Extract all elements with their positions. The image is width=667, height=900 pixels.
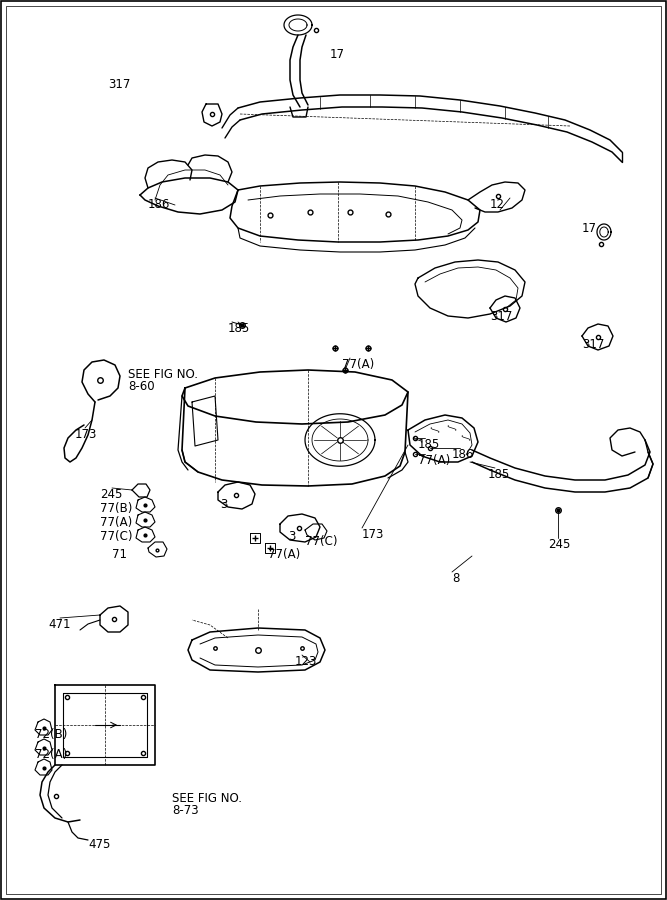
Text: 71: 71 xyxy=(112,548,127,561)
Text: 185: 185 xyxy=(488,468,510,481)
Text: 8-60: 8-60 xyxy=(128,380,155,393)
Text: 8-73: 8-73 xyxy=(172,804,199,817)
Text: 245: 245 xyxy=(100,488,122,501)
Text: 77(A): 77(A) xyxy=(342,358,374,371)
Text: 77(A): 77(A) xyxy=(100,516,132,529)
Text: 3: 3 xyxy=(288,530,295,543)
Text: 475: 475 xyxy=(88,838,110,851)
Text: 72(B): 72(B) xyxy=(35,728,67,741)
Text: SEE FIG NO.: SEE FIG NO. xyxy=(172,792,242,805)
Text: 186: 186 xyxy=(452,448,474,461)
Text: 17: 17 xyxy=(582,222,597,235)
Text: 77(C): 77(C) xyxy=(100,530,133,543)
Text: 185: 185 xyxy=(228,322,250,335)
Text: 72(A): 72(A) xyxy=(35,748,67,761)
Text: 123: 123 xyxy=(295,655,317,668)
Text: 8: 8 xyxy=(452,572,460,585)
Text: 317: 317 xyxy=(108,78,130,91)
Text: 471: 471 xyxy=(48,618,71,631)
Text: 77(A): 77(A) xyxy=(418,454,450,467)
Text: 3: 3 xyxy=(220,498,227,511)
Text: 245: 245 xyxy=(548,538,570,551)
Text: 173: 173 xyxy=(75,428,97,441)
Text: 185: 185 xyxy=(418,438,440,451)
Text: 173: 173 xyxy=(362,528,384,541)
Text: 12: 12 xyxy=(490,198,505,211)
Text: 77(B): 77(B) xyxy=(100,502,132,515)
Text: 317: 317 xyxy=(490,310,512,323)
Text: 77(C): 77(C) xyxy=(305,535,338,548)
Text: 186: 186 xyxy=(148,198,170,211)
Text: 77(A): 77(A) xyxy=(268,548,300,561)
Text: SEE FIG NO.: SEE FIG NO. xyxy=(128,368,198,381)
Text: 317: 317 xyxy=(582,338,604,351)
Text: 17: 17 xyxy=(330,48,345,61)
